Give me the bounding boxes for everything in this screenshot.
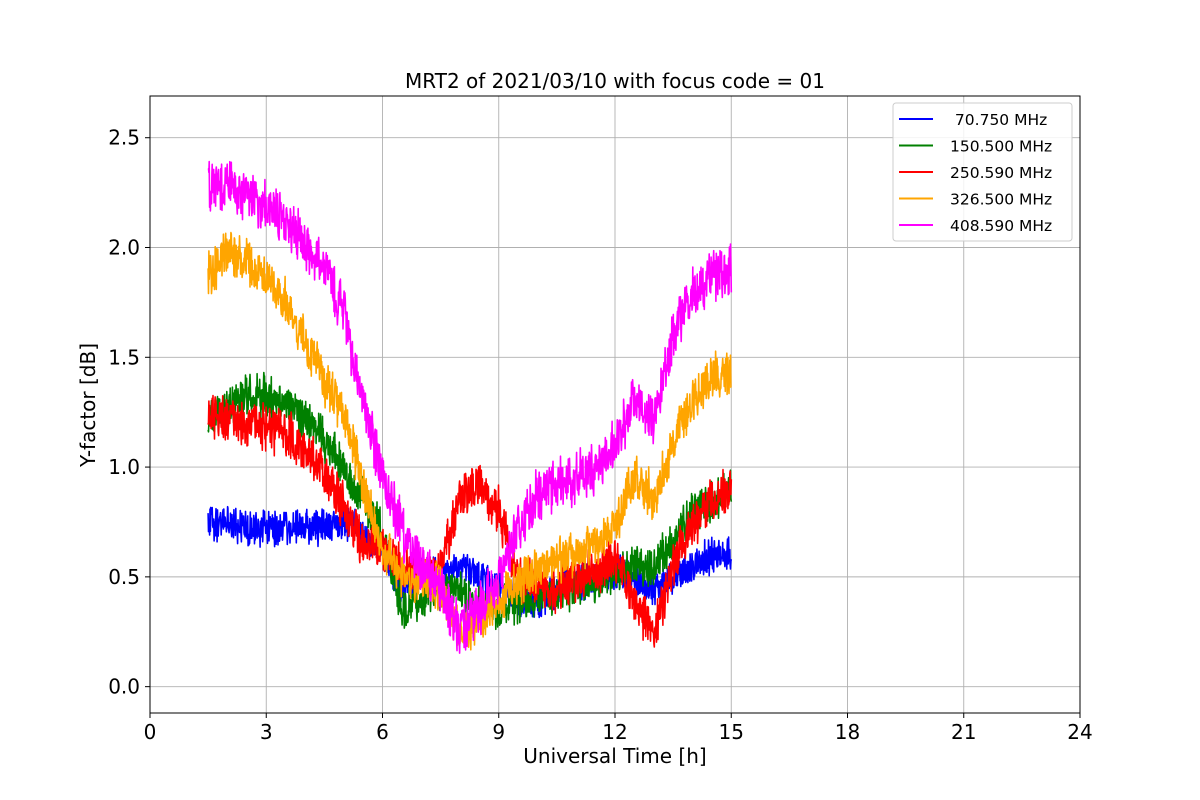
y-tick-label: 0.5	[108, 565, 140, 589]
legend-label: 250.590 MHz	[950, 164, 1052, 182]
y-tick-label: 0.0	[108, 675, 140, 699]
y-tick-label: 2.5	[108, 126, 140, 150]
legend-label: 326.500 MHz	[950, 191, 1052, 209]
legend-box	[892, 102, 1073, 242]
x-tick-label: 12	[602, 720, 627, 744]
x-tick-label: 3	[260, 720, 273, 744]
x-tick-label: 24	[1067, 720, 1092, 744]
tick-layer: 0 3 6 9 12 15 18 21 24 0.0 0.5 1.0 1.5 2.0 2.5	[108, 126, 1093, 744]
legend-label: 70.750 MHz	[950, 111, 1047, 129]
legend: 70.750 MHz 150.500 MHz 250.590 MHz 326.500 …	[892, 102, 1073, 242]
series-layer	[207, 160, 733, 654]
y-tick-label: 1.0	[108, 455, 140, 479]
series-line	[207, 160, 733, 654]
grid-layer	[149, 96, 1081, 713]
x-tick-label: 9	[492, 720, 505, 744]
x-tick-label: 6	[376, 720, 389, 744]
x-tick-label: 18	[835, 720, 860, 744]
y-tick-label: 2.0	[108, 236, 140, 260]
chart-title: MRT2 of 2021/03/10 with focus code = 01	[405, 69, 825, 93]
y-axis-label: Y-factor [dB]	[76, 343, 100, 468]
legend-label: 150.500 MHz	[950, 138, 1052, 156]
series-line	[207, 394, 733, 648]
x-tick-label: 0	[144, 720, 157, 744]
legend-label: 408.590 MHz	[950, 217, 1052, 235]
y-tick-label: 1.5	[108, 345, 140, 369]
x-axis-label: Universal Time [h]	[523, 744, 706, 768]
x-tick-label: 15	[719, 720, 744, 744]
x-tick-label: 21	[951, 720, 976, 744]
